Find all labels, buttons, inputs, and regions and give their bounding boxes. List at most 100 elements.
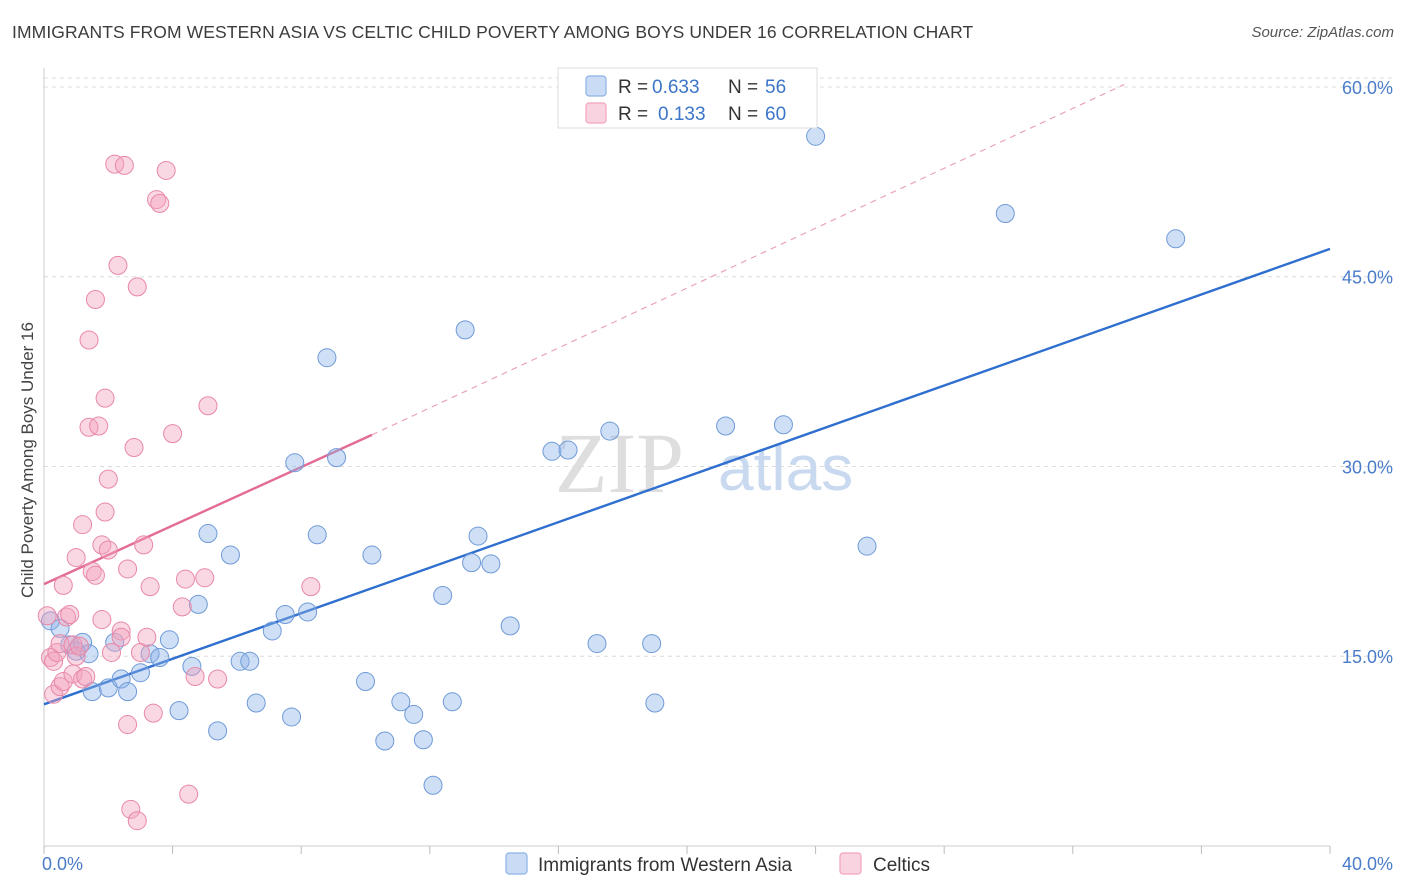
point-celtics [73, 515, 93, 535]
point-celtics [53, 575, 73, 595]
watermark-atlas: atlas [718, 432, 853, 504]
legend-n-label-1: N = [728, 77, 758, 98]
point-celtics [172, 597, 192, 617]
point-western-asia [413, 730, 433, 750]
point-western-asia [159, 630, 179, 650]
bottom-legend-swatch-pink [839, 852, 862, 875]
point-western-asia [995, 203, 1015, 223]
point-western-asia [282, 707, 302, 727]
trend-line-blue [43, 247, 1331, 706]
point-celtics [208, 669, 228, 689]
legend-n-label-2: N = [728, 104, 758, 125]
point-western-asia [455, 320, 475, 340]
point-western-asia [587, 634, 607, 654]
point-western-asia [716, 416, 736, 436]
point-western-asia [356, 672, 375, 692]
point-celtics [301, 577, 321, 597]
y-tick-labels: 15.0% 30.0% 45.0% 60.0% [1342, 78, 1393, 667]
point-celtics [111, 621, 131, 641]
point-celtics [98, 540, 118, 560]
point-western-asia [275, 604, 295, 624]
y-tick-label: 15.0% [1342, 647, 1393, 667]
point-western-asia [40, 611, 60, 631]
point-celtics [44, 684, 64, 704]
legend-swatch-blue [585, 75, 607, 97]
point-celtics [98, 469, 118, 489]
point-western-asia [111, 669, 131, 689]
point-celtics [79, 417, 99, 437]
point-celtics [82, 561, 102, 581]
point-western-asia [140, 644, 160, 664]
point-celtics [127, 277, 147, 297]
point-celtics [147, 190, 167, 210]
point-western-asia [645, 693, 665, 713]
point-celtics [185, 666, 205, 686]
point-celtics [134, 535, 154, 555]
point-celtics [92, 610, 112, 630]
point-western-asia [542, 441, 562, 461]
point-celtics [127, 811, 147, 831]
point-western-asia [169, 701, 189, 721]
point-celtics [163, 424, 183, 444]
point-celtics [95, 502, 115, 522]
y-tick-label: 60.0% [1342, 78, 1393, 98]
point-celtics [37, 606, 57, 626]
x-tick-label: 40.0% [1342, 854, 1393, 874]
point-western-asia [230, 651, 250, 671]
bottom-legend-label-blue: Immigrants from Western Asia [538, 855, 793, 876]
point-celtics [50, 677, 70, 697]
point-celtics [124, 438, 144, 458]
y-axis-label: Child Poverty Among Boys Under 16 [18, 322, 37, 598]
point-western-asia [404, 704, 424, 724]
point-celtics [143, 703, 163, 723]
legend: R = 0.633 N = 56 R = 0.133 N = 60 [557, 67, 818, 129]
point-celtics [73, 669, 93, 689]
x-axis-ticks [43, 846, 1331, 854]
source-label: Source: ZipAtlas.com [1251, 24, 1394, 41]
legend-r-label-1: R = [618, 77, 648, 98]
point-western-asia [857, 536, 877, 556]
point-western-asia [558, 440, 578, 460]
point-celtics [63, 635, 83, 655]
chart-title: IMMIGRANTS FROM WESTERN ASIA VS CELTIC C… [12, 22, 974, 42]
point-western-asia [642, 634, 662, 654]
point-celtics [66, 548, 86, 568]
point-celtics [118, 559, 138, 579]
point-western-asia [327, 448, 347, 468]
legend-r-value-2: 0.133 [658, 104, 706, 125]
legend-r-value-1: 0.633 [652, 77, 700, 98]
point-celtics [140, 577, 160, 597]
point-western-asia [375, 731, 395, 751]
x-tick-labels: 0.0% 40.0% [42, 854, 1393, 874]
point-celtics [57, 607, 77, 627]
point-western-asia [208, 721, 228, 741]
point-western-asia [150, 648, 170, 668]
point-celtics [85, 290, 105, 310]
point-western-asia [1166, 229, 1186, 249]
point-western-asia [307, 525, 327, 545]
point-western-asia [442, 692, 462, 712]
point-celtics [85, 565, 105, 585]
data-points [37, 126, 1186, 831]
point-celtics [76, 666, 96, 686]
y-tick-label: 30.0% [1342, 457, 1393, 477]
point-western-asia [423, 775, 443, 795]
point-western-asia [240, 651, 260, 671]
point-western-asia [130, 663, 150, 683]
point-western-asia [198, 524, 218, 544]
point-celtics [111, 627, 131, 647]
bottom-legend: Immigrants from Western Asia Celtics [505, 852, 930, 876]
x-tick-label: 0.0% [42, 854, 83, 874]
legend-swatch-pink [585, 102, 607, 124]
point-western-asia [500, 616, 520, 636]
point-western-asia [600, 421, 620, 441]
point-western-asia [362, 545, 382, 565]
point-celtics [92, 535, 112, 555]
legend-n-value-2: 60 [765, 104, 786, 125]
trend-line-pink-extension [371, 83, 1125, 436]
point-celtics [69, 636, 89, 656]
point-celtics [121, 799, 141, 819]
point-celtics [114, 155, 134, 175]
point-celtics [150, 193, 170, 213]
point-celtics [79, 330, 99, 350]
